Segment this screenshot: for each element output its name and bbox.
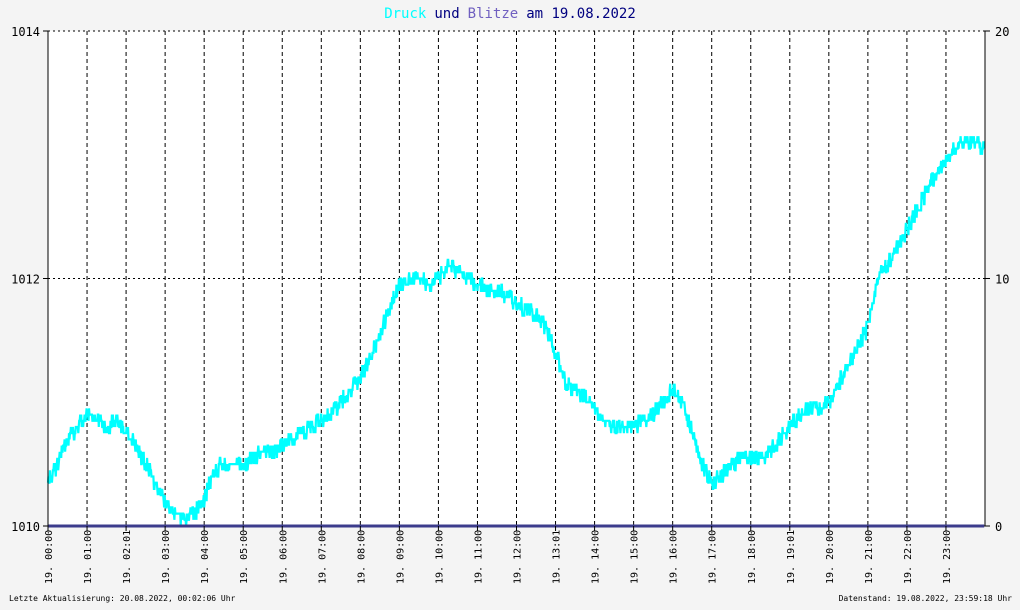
- x-tick-label: 19. 13:01: [552, 530, 563, 584]
- x-tick-label: 19. 17:00: [708, 530, 719, 584]
- x-tick-label: 19. 04:00: [200, 530, 211, 584]
- x-tick-label: 19. 22:00: [903, 530, 914, 584]
- x-tick-label: 19. 23:00: [942, 530, 953, 584]
- x-tick-label: 19. 02:01: [122, 530, 133, 584]
- footer-data-status: Datenstand: 19.08.2022, 23:59:18 Uhr: [839, 594, 1013, 603]
- footer-last-update: Letzte Aktualisierung: 20.08.2022, 00:02…: [9, 594, 236, 603]
- chart-title: Druck und Blitze am 19.08.2022: [384, 6, 636, 22]
- title-date: am 19.08.2022: [526, 6, 636, 22]
- y-left-tick-label: 1014: [11, 25, 40, 39]
- title-blitze: Blitze: [468, 6, 519, 22]
- x-tick-label: 19. 09:00: [395, 530, 406, 584]
- x-tick-label: 19. 19:01: [786, 530, 797, 584]
- x-tick-label: 19. 10:00: [434, 530, 445, 584]
- x-tick-label: 19. 03:00: [161, 530, 172, 584]
- x-tick-label: 19. 05:00: [239, 530, 250, 584]
- y-right-tick-label: 10: [995, 273, 1009, 287]
- y-right-tick-label: 0: [995, 520, 1002, 534]
- x-tick-label: 19. 01:00: [83, 530, 94, 584]
- tick-labels: 1010 1012 1014 0 10 20 19. 00:00 19. 01:00 19. 0…: [11, 25, 1009, 584]
- x-tick-label: 19. 00:00: [44, 530, 55, 584]
- x-tick-label: 19. 16:00: [669, 530, 680, 584]
- x-tick-label: 19. 20:00: [825, 530, 836, 584]
- title-und: und: [434, 6, 459, 22]
- y-left-tick-label: 1010: [11, 520, 40, 534]
- x-tick-label: 19. 12:00: [513, 530, 524, 584]
- y-right-tick-label: 20: [995, 25, 1009, 39]
- series-druck-line: [46, 136, 986, 527]
- title-druck: Druck: [384, 6, 427, 22]
- x-tick-label: 19. 07:00: [317, 530, 328, 584]
- x-tick-label: 19. 18:00: [747, 530, 758, 584]
- x-tick-label: 19. 14:00: [591, 530, 602, 584]
- x-tick-label: 19. 11:00: [473, 530, 484, 584]
- x-tick-label: 19. 15:00: [630, 530, 641, 584]
- x-tick-label: 19. 08:00: [356, 530, 367, 584]
- x-tick-label: 19. 21:00: [864, 530, 875, 584]
- y-left-tick-label: 1012: [11, 273, 40, 287]
- x-tick-label: 19. 06:00: [278, 530, 289, 584]
